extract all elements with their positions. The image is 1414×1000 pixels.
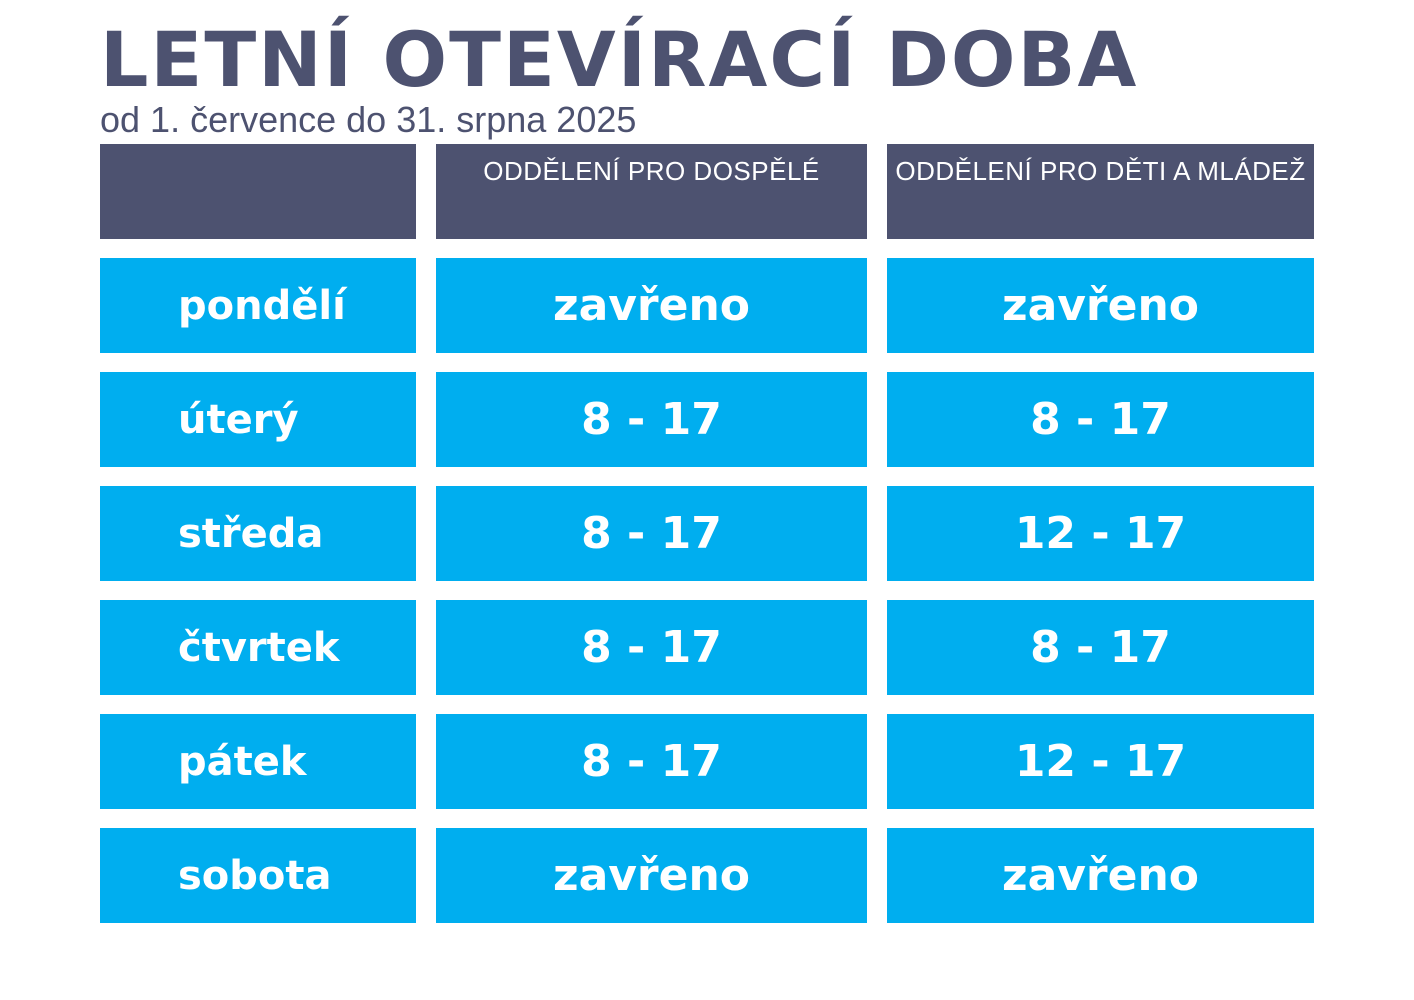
day-cell-monday: pondělí xyxy=(100,258,416,353)
header-empty-cell xyxy=(100,144,416,239)
hours-cell-adults-thursday: 8 - 17 xyxy=(436,600,867,695)
header-kids-label: ODDĚLENÍ PRO DĚTI A MLÁDEŽ xyxy=(895,156,1306,186)
hours-cell-kids-wednesday: 12 - 17 xyxy=(887,486,1314,581)
page-title: LETNÍ OTEVÍRACÍ DOBA xyxy=(100,15,1139,104)
date-range-subtitle: od 1. července do 31. srpna 2025 xyxy=(100,99,637,140)
day-cell-thursday: čtvrtek xyxy=(100,600,416,695)
day-label: pátek xyxy=(178,738,307,785)
hours-cell-kids-tuesday: 8 - 17 xyxy=(887,372,1314,467)
hours-cell-kids-monday: zavřeno xyxy=(887,258,1314,353)
hours-cell-kids-friday: 12 - 17 xyxy=(887,714,1314,809)
header-kids-department: ODDĚLENÍ PRO DĚTI A MLÁDEŽ xyxy=(887,144,1314,239)
day-label: čtvrtek xyxy=(178,624,340,671)
hours-cell-adults-monday: zavřeno xyxy=(436,258,867,353)
header-adults-label: ODDĚLENÍ PRO DOSPĚLÉ xyxy=(483,156,820,186)
day-cell-tuesday: úterý xyxy=(100,372,416,467)
day-cell-saturday: sobota xyxy=(100,828,416,923)
hours-cell-kids-thursday: 8 - 17 xyxy=(887,600,1314,695)
hours-cell-adults-saturday: zavřeno xyxy=(436,828,867,923)
day-label: úterý xyxy=(178,396,299,443)
day-label: středa xyxy=(178,510,324,557)
hours-cell-adults-wednesday: 8 - 17 xyxy=(436,486,867,581)
day-label: sobota xyxy=(178,852,332,899)
day-cell-wednesday: středa xyxy=(100,486,416,581)
hours-cell-kids-saturday: zavřeno xyxy=(887,828,1314,923)
hours-cell-adults-friday: 8 - 17 xyxy=(436,714,867,809)
day-label: pondělí xyxy=(178,282,346,329)
day-cell-friday: pátek xyxy=(100,714,416,809)
hours-cell-adults-tuesday: 8 - 17 xyxy=(436,372,867,467)
opening-hours-table: ODDĚLENÍ PRO DOSPĚLÉ ODDĚLENÍ PRO DĚTI A… xyxy=(100,144,1314,923)
header-adults-department: ODDĚLENÍ PRO DOSPĚLÉ xyxy=(436,144,867,239)
